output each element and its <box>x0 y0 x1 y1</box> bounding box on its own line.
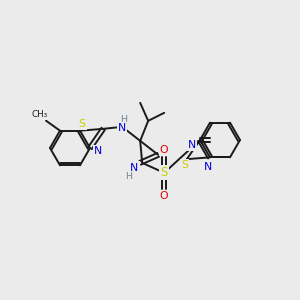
Text: S: S <box>181 160 188 170</box>
Text: S: S <box>79 119 86 129</box>
Text: S: S <box>160 166 168 179</box>
Text: H: H <box>120 115 127 124</box>
Text: H: H <box>125 172 132 181</box>
Text: N: N <box>118 123 126 133</box>
Text: CH₃: CH₃ <box>32 110 48 119</box>
Text: N: N <box>204 162 212 172</box>
Text: O: O <box>130 162 139 172</box>
Text: N: N <box>130 163 138 173</box>
Text: O: O <box>160 145 169 155</box>
Text: O: O <box>160 191 169 201</box>
Text: N: N <box>94 146 102 156</box>
Text: N: N <box>188 140 196 150</box>
